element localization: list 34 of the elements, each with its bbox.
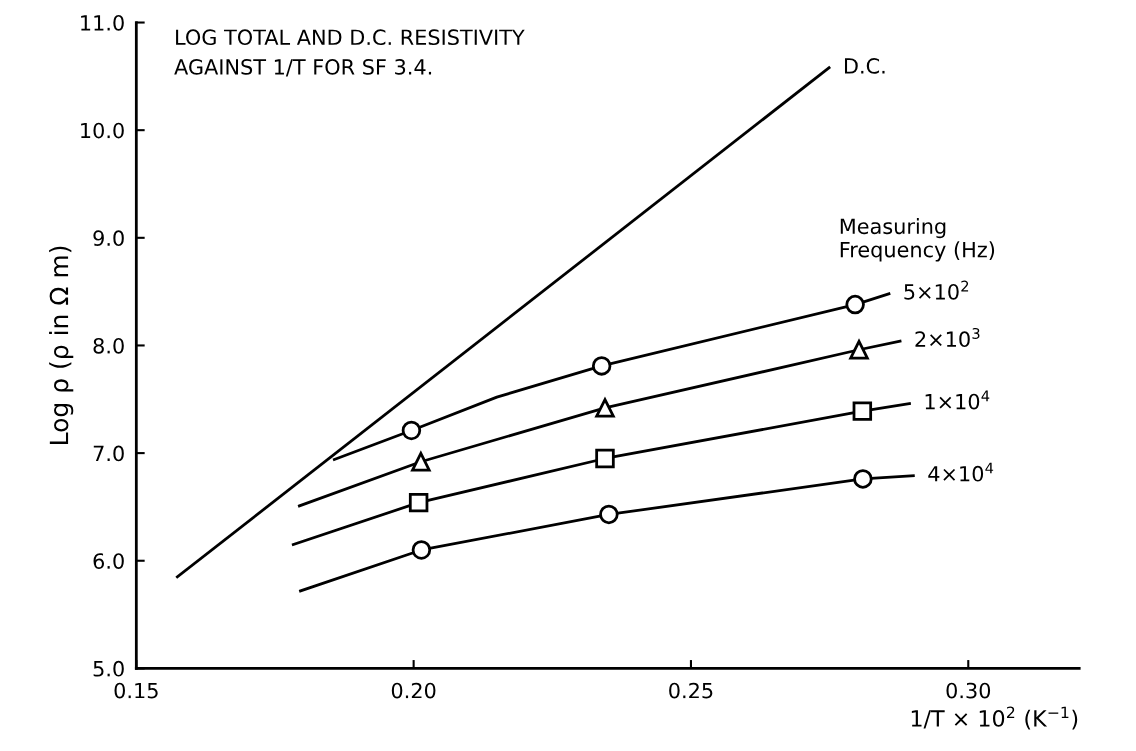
line-series <box>291 402 911 546</box>
point <box>595 448 615 469</box>
y-tick-label: 8.0 <box>93 337 124 354</box>
point <box>595 398 615 418</box>
point <box>849 340 869 360</box>
series-label: D.C. <box>844 58 885 74</box>
y-tick-label: 10.0 <box>81 122 124 139</box>
point <box>852 401 873 421</box>
y-tick-label: 6.0 <box>93 553 124 569</box>
x-tick-label: 0.30 <box>946 682 991 699</box>
text: LOG TOTAL AND D.C. RESISTIVITY AGAINST 1/T FOR SF 3.4. <box>174 29 525 77</box>
point <box>853 469 873 489</box>
y-tick-label: 5.0 <box>93 660 124 677</box>
point <box>408 492 429 513</box>
series-label: 4×10$^{4}$ <box>928 462 994 482</box>
y-axis-title: Log ρ (ρ in Ω m) <box>49 246 74 444</box>
series-label: 1×10$^{4}$ <box>925 390 990 410</box>
point <box>845 294 865 315</box>
x-axis-title: 1/T × 10$^{2}$ (K$^{−1}$) <box>911 706 1078 730</box>
y-tick-label: 11.0 <box>81 14 124 31</box>
point <box>401 420 422 441</box>
point <box>599 504 619 525</box>
line-series <box>297 339 902 508</box>
x-tick-label: 0.20 <box>391 682 436 699</box>
x-tick-label: 0.15 <box>114 682 158 699</box>
legend-title: Measuring Frequency (Hz) <box>840 218 995 262</box>
x-tick-label: 0.25 <box>669 682 713 699</box>
point <box>411 451 431 472</box>
y-tick-label: 7.0 <box>93 445 124 462</box>
point <box>591 356 612 376</box>
series-label: 2×10$^{3}$ <box>915 327 980 348</box>
y-tick-label: 9.0 <box>93 230 124 247</box>
series-label: 5×10$^{2}$ <box>904 280 969 300</box>
point <box>411 540 432 560</box>
